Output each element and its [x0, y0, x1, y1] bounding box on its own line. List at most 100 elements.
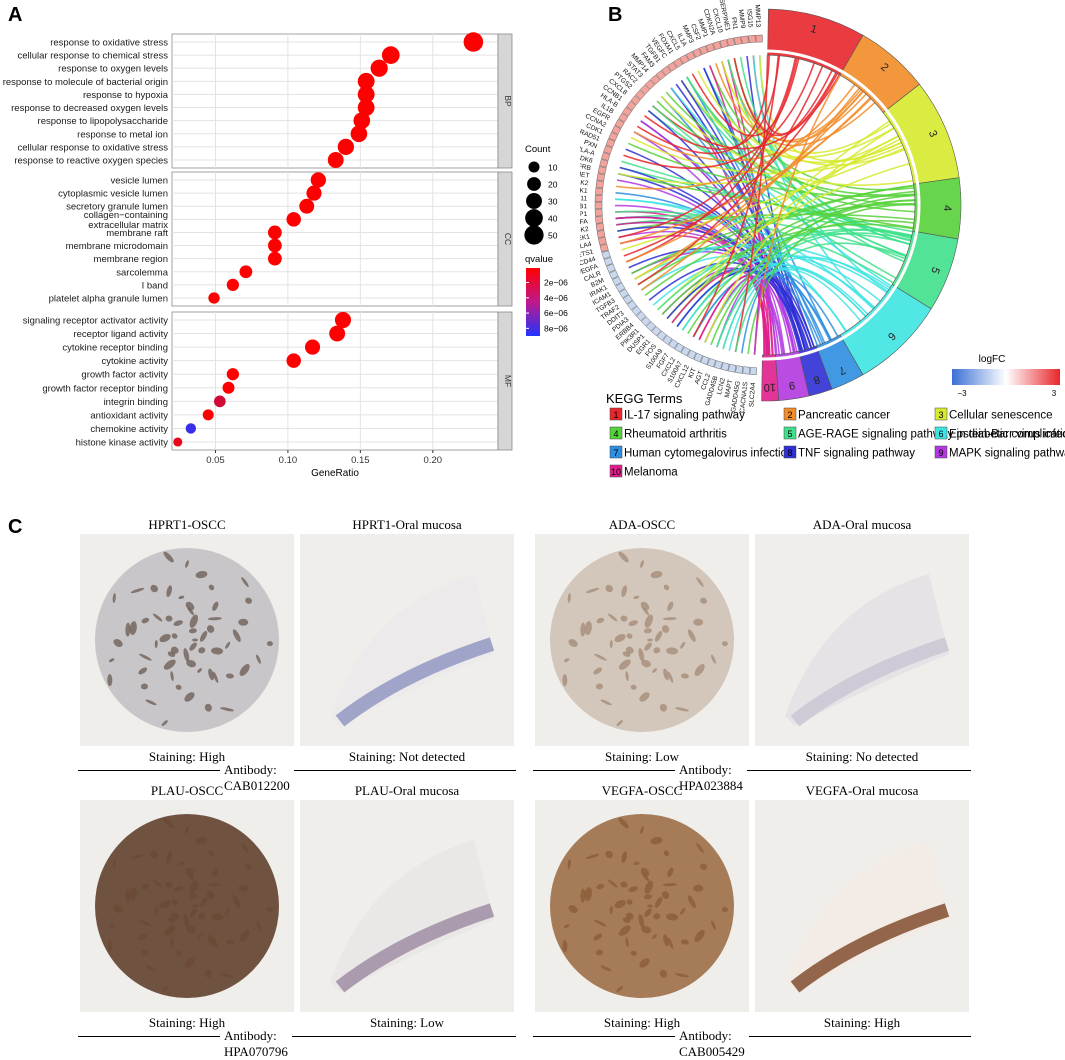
go-term-label: response to lipopolysaccharide	[38, 116, 168, 127]
gene-logfc-tile	[594, 209, 603, 217]
go-term-label: cytokine activity	[101, 356, 168, 367]
stain-spot	[198, 913, 206, 920]
stain-spot	[625, 912, 634, 920]
stain-spot	[638, 648, 645, 662]
stain-spot	[687, 629, 696, 642]
go-term-label: extracellular matrix	[88, 220, 168, 231]
size-legend-label: 10	[548, 163, 558, 173]
ihc-staining-caption: Staining: Low	[604, 749, 680, 764]
gene-logfc-tile	[635, 89, 646, 100]
gene-logfc-tile	[661, 65, 672, 76]
stain-spot	[650, 570, 663, 579]
kegg-legend-number: 9	[938, 448, 943, 458]
stain-spot	[207, 883, 222, 887]
go-term-label: collagen−containing	[84, 210, 168, 221]
chord-ribbon	[740, 274, 839, 354]
stain-spot	[208, 850, 215, 857]
stain-spot	[640, 560, 644, 568]
ihc-image	[300, 534, 514, 746]
stain-spot	[644, 908, 652, 917]
tissue-section	[550, 548, 734, 732]
chord-ribbon	[666, 267, 807, 350]
chord-ribbon	[709, 65, 915, 191]
go-term-label: cellular response to oxidative stress	[18, 142, 169, 153]
chord-ribbon	[621, 147, 905, 251]
gene-label: CDK6	[580, 154, 594, 165]
gene-logfc-tile	[594, 194, 603, 203]
kegg-legend-number: 8	[787, 448, 792, 458]
stain-spot	[595, 949, 603, 956]
stain-spot	[189, 908, 197, 917]
gene-logfc-tile	[749, 367, 757, 375]
chord-ribbon	[616, 216, 913, 237]
kegg-legend-number: 5	[787, 429, 792, 439]
antibody-label: Antibody: CAB005429	[675, 1028, 749, 1060]
stain-spot	[150, 850, 159, 859]
gene-label: ETS1	[580, 248, 594, 259]
size-legend-label: 30	[548, 197, 558, 207]
ihc-image	[535, 534, 749, 746]
chord-ribbon	[692, 55, 780, 338]
gene-label: BAK1	[580, 187, 588, 195]
gene-logfc-tile	[640, 316, 651, 327]
chord-ribbon	[652, 105, 897, 279]
ihc-image	[755, 534, 969, 746]
gene-logfc-tile	[712, 41, 722, 51]
stain-spot	[609, 906, 613, 915]
stain-spot	[659, 969, 667, 978]
antibody-label: Antibody: HPA023884	[675, 762, 747, 794]
size-legend-label: 40	[548, 214, 558, 224]
kegg-legend-swatch	[609, 445, 623, 459]
stain-spot	[188, 894, 197, 900]
chord-ribbon	[614, 204, 785, 354]
gene-logfc-tile	[603, 257, 614, 266]
stain-spot	[633, 595, 640, 600]
ihc-sample-title: VEGFA-Oral mucosa	[805, 783, 919, 798]
chord-ribbon	[625, 97, 871, 263]
ihc-image	[80, 800, 294, 1012]
stain-spot	[641, 659, 652, 668]
stain-spot	[152, 879, 163, 888]
stain-spot	[184, 958, 195, 968]
stain-spot	[621, 851, 628, 863]
data-point	[286, 353, 301, 368]
stain-spot	[563, 658, 570, 663]
gene-logfc-tile	[601, 250, 611, 260]
facet-strip-label: BP	[503, 95, 513, 107]
ihc-staining-caption: Staining: High	[148, 749, 226, 764]
gene-logfc-tile	[614, 119, 625, 129]
x-tick-label: 0.10	[279, 455, 298, 466]
stain-spot	[108, 924, 115, 929]
chord-ribbon	[715, 63, 876, 147]
gene-logfc-tile	[615, 282, 626, 293]
ihc-sample-title: HPRT1-Oral mucosa	[352, 517, 462, 532]
gene-logfc-tile	[728, 363, 737, 373]
stain-spot	[644, 614, 654, 628]
stain-spot	[626, 899, 633, 905]
go-dot-plot: response to oxidative stress cellular res…	[3, 32, 568, 479]
data-point	[226, 368, 239, 381]
chord-ribbon	[734, 55, 769, 353]
stain-spot	[166, 585, 173, 597]
stain-spot	[711, 654, 716, 664]
term-arc-number: 9	[788, 379, 796, 392]
stain-spot	[644, 880, 654, 894]
facet-cc: vesicle lumen cytoplasmic vesicle lumen se…	[49, 171, 513, 307]
gene-label: CDK2	[580, 226, 589, 235]
stain-spot	[653, 913, 661, 920]
colorbar-label: 8e−06	[544, 323, 568, 333]
stain-spot	[625, 646, 634, 654]
stain-spot	[625, 937, 629, 947]
stain-spot	[198, 647, 206, 654]
term-arc	[761, 354, 779, 402]
gene-label: HSP90B1	[580, 203, 587, 210]
stain-spot	[238, 884, 249, 892]
ihc-image	[535, 800, 749, 1012]
chord-ribbon	[704, 127, 895, 343]
stain-spot	[171, 899, 178, 905]
stain-spot	[605, 584, 614, 593]
gene-logfc-tile	[639, 84, 650, 95]
stain-spot	[580, 622, 586, 637]
stain-spot	[187, 873, 195, 882]
